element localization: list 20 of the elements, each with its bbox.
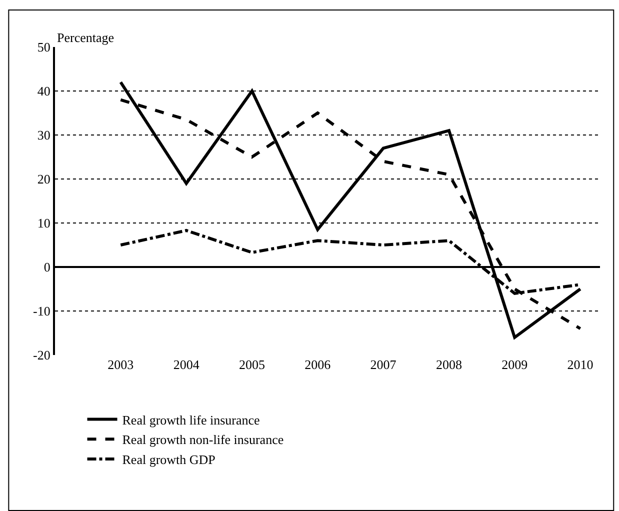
y-tick-label: 20 bbox=[37, 172, 50, 187]
y-tick-label: 50 bbox=[37, 40, 50, 55]
y-tick-label: 0 bbox=[44, 260, 50, 275]
y-tick-label: 30 bbox=[37, 128, 50, 143]
y-tick-label: 10 bbox=[37, 216, 50, 231]
legend-label: Real growth life insurance bbox=[122, 412, 260, 428]
x-tick-label: 2009 bbox=[502, 357, 528, 372]
x-tick-label: 2005 bbox=[238, 357, 265, 372]
x-tick-label: 2004 bbox=[173, 357, 200, 372]
x-tick-label: 2010 bbox=[567, 357, 594, 372]
x-tick-label: 2008 bbox=[436, 357, 462, 372]
legend-label: Real growth non-life insurance bbox=[122, 432, 284, 448]
x-tick-label: 2003 bbox=[108, 357, 134, 372]
legend-label: Real growth GDP bbox=[122, 452, 216, 468]
x-tick-label: 2006 bbox=[304, 357, 332, 372]
y-tick-label: -10 bbox=[33, 304, 50, 319]
y-tick-label: 40 bbox=[37, 84, 50, 99]
x-tick-label: 2007 bbox=[370, 357, 397, 372]
y-tick-label: -20 bbox=[33, 348, 50, 363]
y-axis-title: Percentage bbox=[57, 30, 114, 45]
